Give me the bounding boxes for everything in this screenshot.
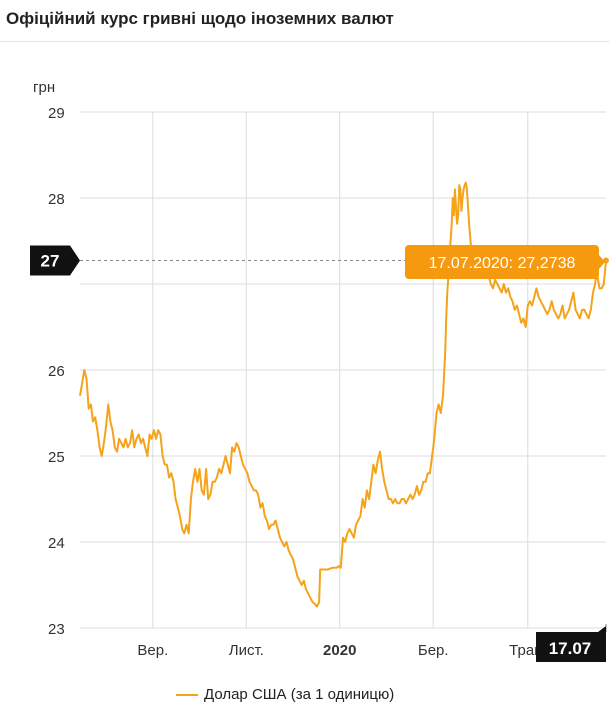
y-tick-label: 29	[48, 105, 65, 122]
highlight-point	[603, 257, 609, 264]
y-tick-label: 26	[48, 363, 65, 380]
y-axis: 23 24 25 26 28 29 грн	[33, 79, 65, 638]
y-tick-label: 24	[48, 535, 65, 552]
crosshair-y-label: 27	[30, 245, 80, 276]
highlight-layer: 27 17.07 17.07.2020: 27,2738	[30, 245, 609, 662]
header-bar: Офіційний курс гривні щодо іноземних вал…	[0, 0, 609, 42]
x-tick-label: Вер.	[137, 642, 168, 659]
tooltip-text: 17.07.2020: 27,2738	[429, 255, 576, 272]
crosshair-x-label: 17.07	[536, 626, 606, 662]
x-axis: Вер. Лист. 2020 Бер. Трав.	[137, 642, 546, 659]
series-line-usd	[79, 181, 607, 608]
legend-label: Долар США (за 1 одиницю)	[204, 686, 395, 703]
x-tick-label: Лист.	[229, 642, 264, 659]
legend-swatch	[176, 693, 198, 696]
y-tick-label: 23	[48, 621, 65, 638]
tooltip-box	[405, 245, 599, 279]
grid	[80, 111, 606, 629]
x-tick-label: 2020	[323, 642, 356, 659]
legend[interactable]: Долар США (за 1 одиницю)	[176, 686, 394, 703]
series-layer	[79, 181, 607, 608]
crosshair-x-value: 17.07	[549, 639, 592, 658]
crosshair-x-flag	[536, 626, 606, 662]
y-tick-label: 28	[48, 191, 65, 208]
page-title: Офіційний курс гривні щодо іноземних вал…	[6, 9, 394, 28]
x-tick-label: Бер.	[418, 642, 449, 659]
tooltip: 17.07.2020: 27,2738	[405, 245, 605, 279]
tooltip-pointer	[599, 255, 605, 269]
crosshair-y-value: 27	[41, 251, 60, 270]
crosshair-y-flag	[30, 245, 80, 276]
y-tick-label: 25	[48, 449, 65, 466]
y-axis-unit-label: грн	[33, 79, 55, 96]
